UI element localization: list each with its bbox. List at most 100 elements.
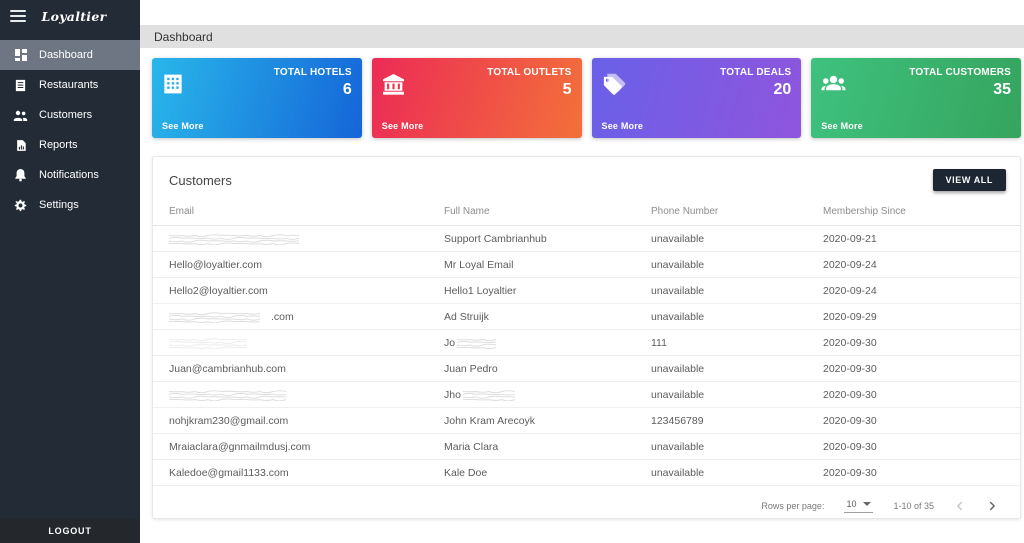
redacted-scribble: [169, 233, 300, 245]
cell-full-name: Hello1 Loyaltier: [444, 284, 517, 297]
sidebar-item-restaurants[interactable]: Restaurants: [0, 70, 140, 100]
cell-full-name: Juan Pedro: [444, 362, 498, 375]
stat-card-label: TOTAL HOTELS: [273, 67, 352, 78]
cell-membership-since: 2020-09-30: [823, 388, 877, 401]
table-row: Jo 111 2020-09-30: [153, 330, 1020, 356]
cell-email: [169, 337, 444, 349]
cell-phone-number: unavailable: [651, 258, 705, 271]
cell-full-name: Kale Doe: [444, 466, 488, 479]
restaurant-menu-icon: [13, 78, 28, 93]
hamburger-menu-icon[interactable]: [10, 10, 26, 22]
stat-card-total-outlets: TOTAL OUTLETS 5 See More: [371, 58, 582, 138]
cell-email: [169, 233, 444, 245]
app-logo: Loyaltier: [41, 8, 107, 24]
sidebar-menu: Dashboard Restaurants Customers Reports Noti…: [0, 40, 140, 220]
stat-card-label: TOTAL DEALS: [720, 67, 792, 78]
stat-card-label: TOTAL CUSTOMERS: [909, 67, 1011, 78]
chevron-right-icon: [989, 501, 996, 511]
see-more-link[interactable]: See More: [601, 121, 644, 131]
see-more-link[interactable]: See More: [821, 121, 863, 131]
cell-email: Mraiaclara@gnmailmdusj.com: [169, 440, 311, 453]
cell-email: .com: [169, 311, 444, 323]
sidebar-item-label: Notifications: [39, 169, 99, 181]
cell-full-name: Support Cambrianhub: [444, 232, 547, 245]
stat-card-total-deals: TOTAL DEALS 20 See More: [591, 58, 802, 138]
cell-full-name: John Kram Arecoyk: [444, 414, 536, 427]
sidebar-item-notifications[interactable]: Notifications: [0, 160, 140, 190]
report-icon: [13, 138, 28, 153]
sidebar-item-label: Settings: [39, 199, 79, 211]
rows-per-page-label: Rows per page:: [761, 501, 825, 511]
column-header-phone-number: Phone Number: [651, 206, 719, 217]
cell-membership-since: 2020-09-24: [823, 258, 877, 271]
sidebar-header: Loyaltier: [0, 0, 140, 32]
table-row: Support Cambrianhub unavailable 2020-09-21: [153, 226, 1020, 252]
cell-phone-number: 111: [651, 336, 667, 349]
stat-cards-row: TOTAL HOTELS 6 See More TOTAL OUTLETS 5 See M…: [140, 48, 1024, 138]
see-more-link[interactable]: See More: [162, 121, 204, 131]
bank-icon: [382, 73, 405, 101]
stat-card-value: 5: [562, 81, 572, 98]
cell-email: Kaledoe@gmail1133.com: [169, 466, 289, 479]
caret-down-icon: [863, 502, 872, 506]
sidebar-item-settings[interactable]: Settings: [0, 190, 140, 220]
cell-full-name: Jho: [444, 389, 651, 401]
page-header-bar: Dashboard: [140, 25, 1024, 48]
cell-email: Hello2@loyaltier.com: [169, 284, 268, 297]
gear-icon: [13, 198, 28, 213]
sidebar-item-reports[interactable]: Reports: [0, 130, 140, 160]
next-page-button[interactable]: [986, 500, 998, 512]
redacted-scribble: [457, 338, 497, 349]
customers-panel-header: Customers VIEW ALL: [153, 157, 1020, 197]
cell-membership-since: 2020-09-30: [823, 362, 877, 375]
hotel-building-icon: [162, 73, 184, 100]
column-header-full-name: Full Name: [444, 206, 490, 217]
cell-phone-number: 123456789: [651, 414, 704, 427]
table-row: Mraiaclara@gnmailmdusj.com Maria Clara una…: [153, 434, 1020, 460]
sidebar-item-label: Reports: [39, 139, 78, 151]
prev-page-button[interactable]: [954, 500, 966, 512]
logout-button[interactable]: LOGOUT: [0, 519, 140, 543]
cell-full-name: Mr Loyal Email: [444, 258, 514, 271]
pagination: Rows per page: 10 1-10 of 35: [153, 486, 1020, 528]
cell-email: [169, 389, 444, 401]
sidebar-item-dashboard[interactable]: Dashboard: [0, 40, 140, 70]
chevron-left-icon: [956, 501, 963, 511]
dashboard-icon: [13, 48, 28, 63]
cell-phone-number: unavailable: [651, 466, 705, 479]
panel-title: Customers: [169, 172, 232, 188]
column-header-email: Email: [169, 206, 195, 217]
column-header-membership-since: Membership Since: [823, 206, 906, 217]
cell-membership-since: 2020-09-24: [823, 284, 877, 297]
cell-full-name: Ad Struijk: [444, 310, 489, 323]
main-content: Dashboard TOTAL HOTELS 6 See More TOTAL OUT…: [140, 0, 1024, 543]
stat-card-value: 35: [993, 81, 1011, 98]
sidebar-item-label: Customers: [39, 109, 93, 121]
page-title: Dashboard: [154, 29, 213, 44]
bell-icon: [13, 168, 28, 183]
cell-phone-number: unavailable: [651, 310, 705, 323]
customers-panel: Customers VIEW ALL Email Full Name Phone N…: [152, 156, 1021, 519]
cell-email: Juan@cambrianhub.com: [169, 362, 286, 375]
stat-card-total-customers: TOTAL CUSTOMERS 35 See More: [811, 58, 1021, 138]
cell-membership-since: 2020-09-30: [823, 336, 877, 349]
table-row: Hello2@loyaltier.com Hello1 Loyaltier unav…: [153, 278, 1020, 304]
view-all-button[interactable]: VIEW ALL: [932, 169, 1006, 191]
pagination-range: 1-10 of 35: [893, 501, 934, 511]
redacted-scribble: [169, 389, 287, 401]
cell-phone-number: unavailable: [651, 284, 705, 297]
customer-table-body: Support Cambrianhub unavailable 2020-09-21…: [153, 226, 1020, 486]
cell-membership-since: 2020-09-30: [823, 414, 877, 427]
rows-per-page-select[interactable]: 10: [844, 499, 874, 513]
cell-email: Hello@loyaltier.com: [169, 258, 262, 271]
table-row: Jho unavailable 2020-09-30: [153, 382, 1020, 408]
table-row: .com Ad Struijk unavailable 2020-09-29: [153, 304, 1020, 330]
redacted-scribble: [462, 389, 516, 401]
table-row: Juan@cambrianhub.com Juan Pedro unavailabl…: [153, 356, 1020, 382]
stat-card-value: 6: [342, 81, 352, 98]
cell-membership-since: 2020-09-21: [823, 232, 877, 245]
see-more-link[interactable]: See More: [381, 121, 424, 131]
sidebar-item-customers[interactable]: Customers: [0, 100, 140, 130]
redacted-scribble: [169, 311, 261, 323]
sidebar-item-label: Restaurants: [39, 79, 99, 91]
